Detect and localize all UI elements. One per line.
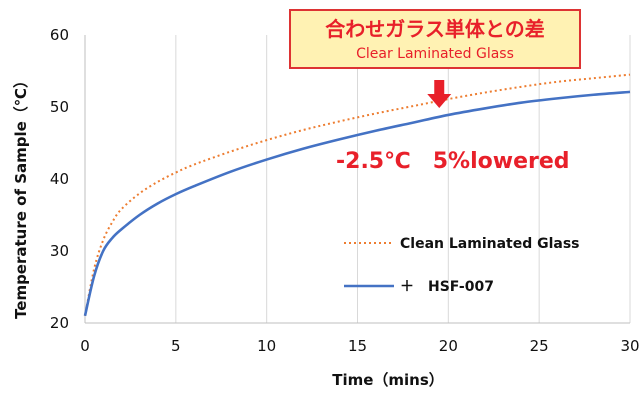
vertical-gridlines: [175, 35, 631, 323]
annotation-subtitle: Clear Laminated Glass: [356, 46, 514, 62]
legend: Clean Laminated Glass ＋ HSF-007: [344, 236, 580, 295]
y-tick-label: 40: [50, 170, 69, 188]
y-tick-label: 60: [50, 26, 69, 44]
arrow-shaft: [434, 80, 445, 94]
series-line-clean-laminated-glass: [84, 73, 631, 316]
x-tick-label: 0: [80, 337, 90, 355]
annotation-box-background: [289, 9, 581, 69]
axes: [84, 35, 630, 324]
legend-entry-hsf-007-label: ＋ HSF-007: [400, 279, 494, 295]
y-axis-label: Temperature of Sample（℃）: [12, 73, 30, 319]
tick-labels: 0 5 10 15 20 25 30 20 30 40 50 60: [50, 26, 640, 355]
annotation-title: 合わせガラス単体との差: [325, 17, 544, 41]
x-tick-label: 30: [620, 337, 639, 355]
difference-annotation: -2.5℃ 5%lowered: [336, 149, 570, 174]
annotation-box: 合わせガラス単体との差 Clear Laminated Glass: [289, 9, 581, 69]
red-arrow-icon: [427, 80, 452, 108]
y-tick-label: 30: [50, 242, 69, 260]
arrow-head: [427, 94, 452, 108]
x-axis-label: Time（mins）: [332, 371, 444, 389]
x-tick-label: 5: [171, 337, 181, 355]
series-line-hsf-007: [83, 90, 631, 317]
x-tick-label: 20: [439, 337, 458, 355]
legend-entry-clean-laminated-glass-label: Clean Laminated Glass: [400, 236, 580, 252]
x-tick-label: 25: [530, 337, 549, 355]
x-tick-label: 10: [257, 337, 276, 355]
y-tick-label: 50: [50, 98, 69, 116]
series-lines: [83, 73, 631, 317]
y-tick-label: 20: [50, 314, 69, 332]
x-tick-label: 15: [348, 337, 367, 355]
